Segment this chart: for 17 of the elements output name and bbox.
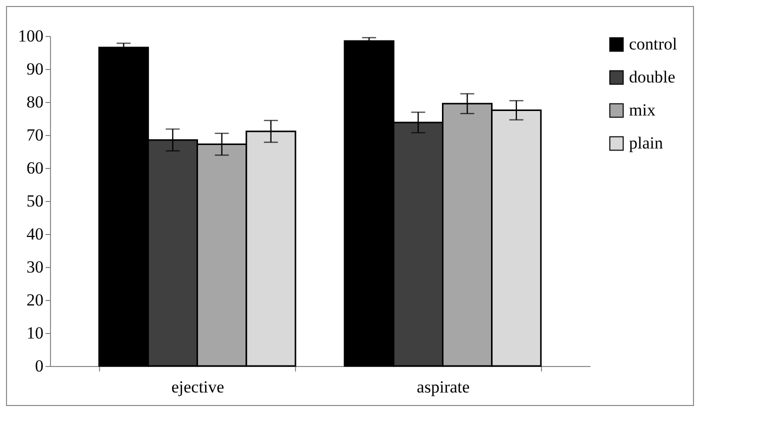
y-tick-label: 0 — [35, 356, 44, 376]
y-tick-label: 10 — [26, 324, 44, 342]
legend-label: control — [629, 34, 678, 54]
legend-label: double — [629, 68, 676, 86]
y-tick-label: 80 — [26, 92, 44, 112]
x-tick-label: ejective — [171, 378, 224, 396]
y-tick-label: 30 — [26, 258, 44, 276]
y-tick-label: 40 — [26, 224, 44, 244]
y-tick-label: 60 — [26, 158, 44, 178]
y-tick-label: 100 — [18, 26, 44, 46]
y-tick-label: 50 — [26, 192, 44, 210]
x-tick-label: aspirate — [416, 378, 470, 396]
y-tick-label: 20 — [26, 290, 44, 310]
legend-label: plain — [629, 134, 664, 152]
legend-label: mix — [629, 100, 656, 120]
y-tick-label: 70 — [26, 126, 44, 144]
y-tick-label: 90 — [26, 60, 44, 78]
